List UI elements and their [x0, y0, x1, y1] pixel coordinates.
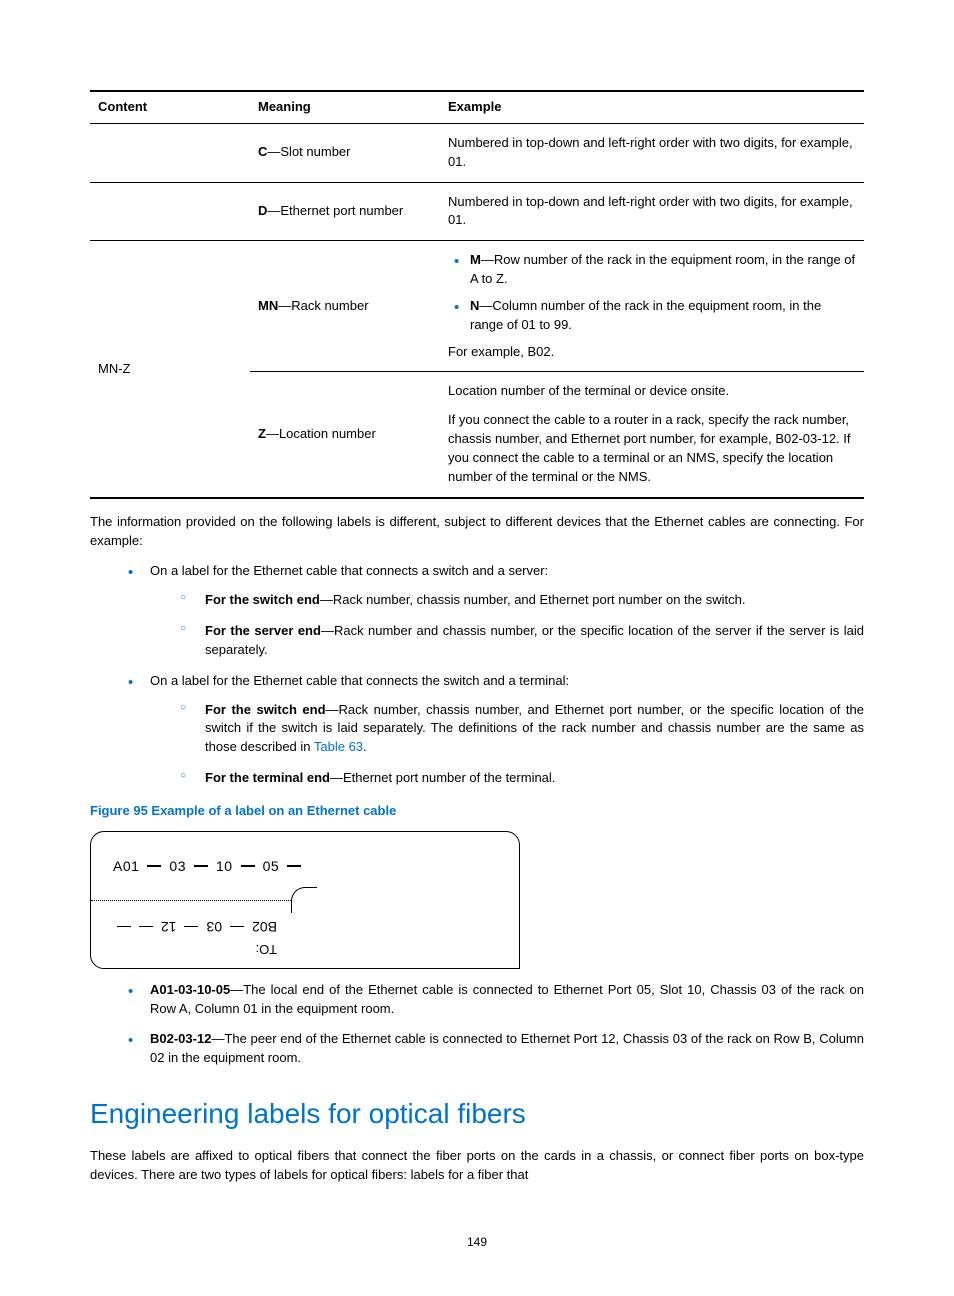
figure-caption: Figure 95 Example of a label on an Ether… — [90, 802, 864, 821]
meaning-bold: C — [258, 144, 267, 159]
meaning-rest: —Ethernet port number — [267, 203, 403, 218]
th-meaning: Meaning — [250, 91, 440, 123]
example-text: Numbered in top-down and left-right orde… — [440, 123, 864, 182]
example-cell: M—Row number of the rack in the equipmen… — [440, 241, 864, 372]
example-cell: Location number of the terminal or devic… — [440, 372, 864, 498]
th-content: Content — [90, 91, 250, 123]
table-row: MN-Z MN—Rack number M—Row number of the … — [90, 241, 864, 372]
table-row: D—Ethernet port number Numbered in top-d… — [90, 182, 864, 241]
meaning-bold: D — [258, 203, 267, 218]
list-item: For the server end—Rack number and chass… — [180, 622, 864, 660]
meaning-bold: MN — [258, 298, 278, 313]
list-item: On a label for the Ethernet cable that c… — [128, 562, 864, 659]
label-bottom-row: TO: B02 03 12 — [91, 906, 291, 968]
list-item: For the switch end—Rack number, chassis … — [180, 701, 864, 758]
meaning-rest: —Location number — [266, 426, 376, 441]
example-text: Numbered in top-down and left-right orde… — [440, 182, 864, 241]
list-item: B02-03-12—The peer end of the Ethernet c… — [128, 1030, 864, 1068]
list-item: For the terminal end—Ethernet port numbe… — [180, 769, 864, 788]
list-item: On a label for the Ethernet cable that c… — [128, 672, 864, 788]
intro-paragraph: The information provided on the followin… — [90, 513, 864, 551]
definitions-table: Content Meaning Example C—Slot number Nu… — [90, 90, 864, 499]
section-paragraph: These labels are affixed to optical fibe… — [90, 1147, 864, 1185]
meaning-rest: —Slot number — [267, 144, 350, 159]
main-list: On a label for the Ethernet cable that c… — [90, 562, 864, 788]
th-example: Example — [440, 91, 864, 123]
meaning-bold: Z — [258, 426, 266, 441]
page-number: 149 — [90, 1234, 864, 1251]
section-heading: Engineering labels for optical fibers — [90, 1094, 864, 1135]
list-item: A01-03-10-05—The local end of the Ethern… — [128, 981, 864, 1019]
explain-list: A01-03-10-05—The local end of the Ethern… — [90, 981, 864, 1068]
content-cell: MN-Z — [90, 241, 250, 498]
list-item: For the switch end—Rack number, chassis … — [180, 591, 864, 610]
table-link[interactable]: Table 63 — [314, 739, 363, 754]
table-row: C—Slot number Numbered in top-down and l… — [90, 123, 864, 182]
label-diagram: A01 03 10 05 TO: B02 03 12 — [90, 831, 520, 969]
meaning-rest: —Rack number — [278, 298, 368, 313]
